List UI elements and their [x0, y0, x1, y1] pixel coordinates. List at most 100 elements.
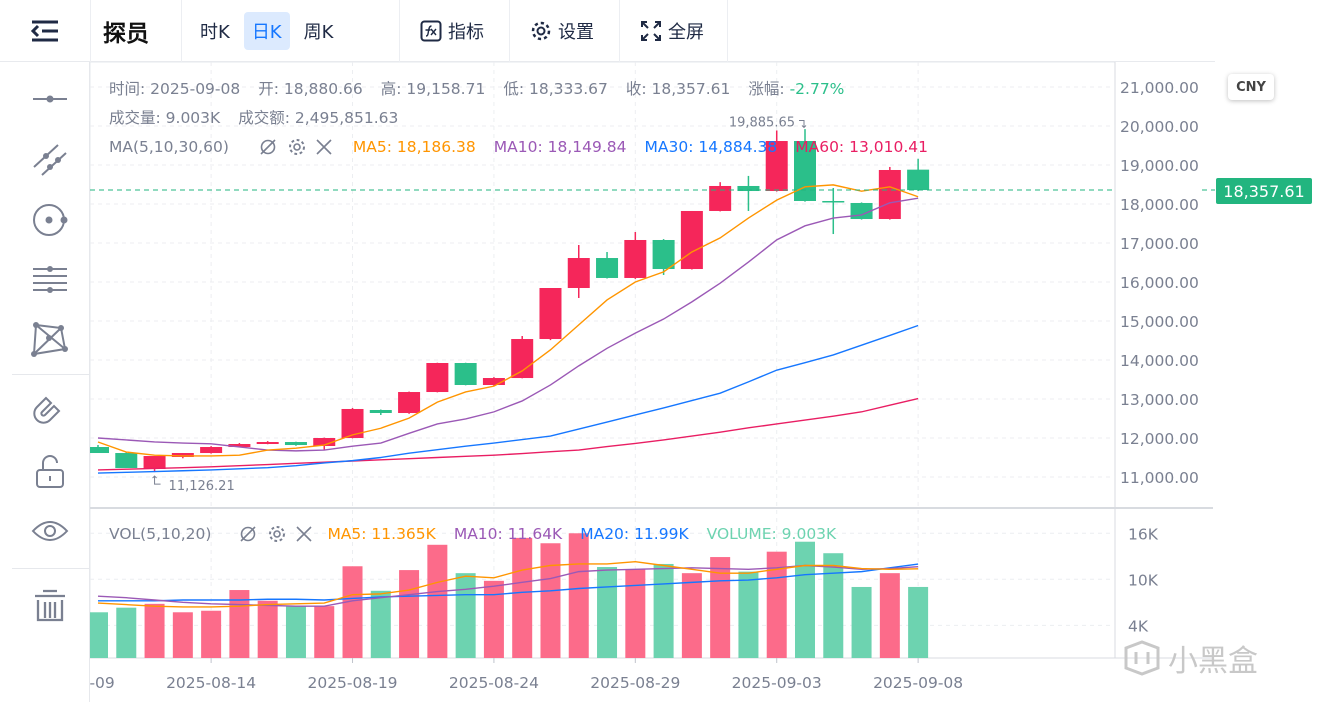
delete-drawings-button[interactable] — [28, 584, 72, 628]
horizontal-line-tool[interactable] — [28, 77, 72, 121]
candle-body — [143, 456, 166, 470]
indicator-settings-icon[interactable] — [287, 137, 307, 157]
ohlc-info: 时间: 2025-09-08 开: 18,880.66 高: 19,158.71 低:… — [109, 77, 862, 99]
volume-bar — [710, 557, 731, 658]
volume-bar — [144, 603, 165, 658]
ma5-line — [97, 184, 919, 457]
lock-toggle[interactable] — [28, 450, 72, 494]
x-tick-label: 2025-08-24 — [449, 674, 539, 692]
currency-badge[interactable]: CNY — [1228, 74, 1274, 100]
vol-ma5-value: MA5: 11.365K — [327, 525, 436, 543]
candle-body — [284, 442, 307, 446]
collapse-menu-button[interactable] — [0, 0, 90, 62]
candle-body — [907, 169, 930, 191]
magnet-tool[interactable] — [28, 388, 72, 432]
fx-icon — [420, 20, 442, 41]
fullscreen-label: 全屏 — [668, 21, 704, 43]
candle-body — [171, 453, 194, 457]
candle-body — [539, 288, 562, 340]
candle-body — [369, 409, 392, 414]
vol-tick-label: 4K — [1128, 617, 1149, 635]
indicator-label: 指标 — [448, 21, 484, 43]
hide-vol-indicator-icon[interactable] — [237, 525, 259, 543]
last-price-tag: 18,357.61 — [1216, 178, 1312, 204]
close-vol-indicator-icon[interactable] — [295, 525, 313, 543]
volume-bar — [851, 586, 872, 658]
ma10-line — [97, 197, 919, 452]
candle-body — [596, 258, 619, 278]
close-indicator-icon[interactable] — [315, 138, 333, 156]
candle-body — [313, 438, 336, 446]
volume-bar — [172, 612, 193, 658]
vol-settings-icon[interactable] — [267, 524, 287, 544]
volume-bar — [908, 586, 929, 658]
hide-indicator-icon[interactable] — [257, 138, 279, 156]
circle-tool[interactable] — [28, 198, 72, 242]
vol-legend-name: VOL(5,10,20) — [109, 525, 212, 543]
settings-button[interactable]: 设置 — [522, 12, 602, 50]
visibility-toggle[interactable] — [28, 509, 72, 553]
volume-bar — [90, 612, 108, 658]
y-tick-label: 12,000.00 — [1120, 430, 1199, 448]
vol-ma5-line — [97, 560, 919, 608]
volume-bar — [314, 606, 335, 658]
candle-body — [709, 185, 732, 211]
vol-ma10-value: MA10: 11.64K — [453, 525, 563, 543]
info-amount: 成交额: 2,495,851.63 — [238, 109, 399, 127]
parallel-lines-icon — [33, 144, 67, 176]
volume-bar — [681, 573, 702, 658]
y-tick-label: 13,000.00 — [1120, 391, 1199, 409]
candle-body — [878, 169, 901, 220]
info-change-label: 涨幅: — [748, 80, 790, 98]
period-day[interactable]: 日K — [243, 11, 290, 50]
volume-bar — [455, 573, 476, 658]
ma5-value: MA5: 18,186.38 — [352, 138, 476, 156]
parallel-lines-tool[interactable] — [28, 137, 72, 181]
ma10-value: MA10: 18,149.84 — [493, 138, 627, 156]
watermark: 小黑盒 — [1122, 636, 1258, 680]
info-change: -2.77% — [789, 80, 845, 98]
candle-body — [200, 447, 223, 454]
info-high: 高: 19,158.71 — [380, 80, 486, 98]
volume-bar — [370, 590, 391, 658]
settings-label: 设置 — [558, 21, 594, 43]
fibonacci-lines-icon — [33, 266, 67, 293]
y-tick-label: 17,000.00 — [1120, 235, 1199, 253]
x-tick-label: 2025-08-09 — [90, 674, 115, 692]
vol-tick-label: 10K — [1128, 571, 1159, 589]
candle-body — [511, 339, 534, 379]
fullscreen-icon — [641, 20, 661, 41]
collapse-menu-icon — [30, 20, 58, 41]
gear-icon — [531, 21, 551, 40]
min-arrow-icon — [152, 475, 161, 485]
symbol-title: 探员 — [103, 20, 149, 47]
info-volume: 成交量: 9.003K — [109, 109, 221, 127]
volume-info: 成交量: 9.003K 成交额: 2,495,851.63 — [109, 106, 416, 128]
x-tick-label: 2025-08-29 — [590, 674, 680, 692]
kline-chart[interactable]: 11,000.00 12,000.00 13,000.00 14,000.00 15,0… — [90, 62, 1215, 702]
y-tick-label: 19,000.00 — [1120, 157, 1199, 175]
candle-body — [115, 453, 138, 468]
volume-bar — [285, 606, 306, 658]
info-time: 时间: 2025-09-08 — [109, 80, 241, 98]
volume-bar — [625, 569, 646, 658]
y-tick-label: 18,000.00 — [1120, 196, 1199, 214]
circle-icon — [33, 204, 68, 236]
min-price-label: 11,126.21 — [169, 479, 235, 494]
max-price-label: 19,885.65 — [729, 115, 795, 130]
candle-body — [256, 442, 279, 445]
period-week[interactable]: 周K — [303, 21, 334, 43]
ma30-value: MA30: 14,884.38 — [644, 138, 778, 156]
candle-body — [567, 258, 590, 289]
period-hour[interactable]: 时K — [200, 21, 230, 43]
volume-bar — [568, 533, 589, 658]
volume-bar — [879, 573, 900, 658]
fullscreen-button[interactable]: 全屏 — [632, 12, 712, 50]
indicator-button[interactable]: 指标 — [412, 12, 492, 50]
toolbar: 探员 时K 日K 周K 指标 设置 全屏 — [0, 0, 1215, 62]
volume-bar — [116, 607, 137, 658]
volume-bar — [540, 543, 561, 658]
fibonacci-tool[interactable] — [28, 259, 72, 303]
polygon-tool[interactable] — [28, 318, 72, 362]
watermark-logo-icon — [1124, 640, 1160, 676]
